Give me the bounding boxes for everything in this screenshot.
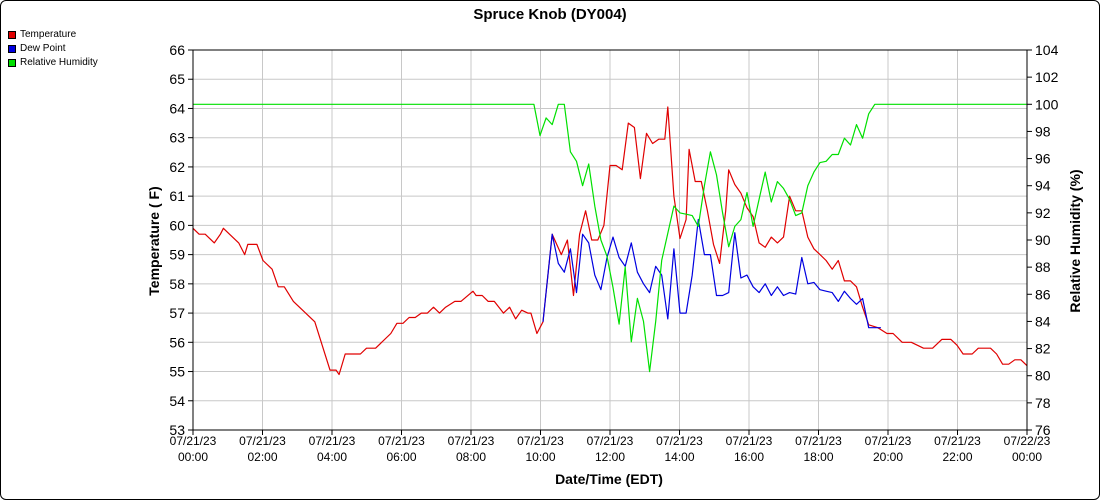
chart-title: Spruce Knob (DY004) xyxy=(473,6,626,23)
x-tick-label-time: 02:00 xyxy=(247,450,277,464)
x-tick-label-time: 00:00 xyxy=(1012,450,1042,464)
x-tick-label-time: 04:00 xyxy=(317,450,347,464)
x-tick-label-time: 06:00 xyxy=(386,450,416,464)
x-axis-ticks: 07/21/23 00:00 07/21/23 02:00 07/21/23 04:00 0… xyxy=(170,430,1051,464)
legend-label-dew-point: Dew Point xyxy=(20,43,66,54)
legend-label-relative-humidity: Relative Humidity xyxy=(20,57,98,68)
x-tick-label-date: 07/21/23 xyxy=(517,434,564,448)
x-tick-label-date: 07/21/23 xyxy=(795,434,842,448)
y-left-tick-label: 55 xyxy=(169,364,185,380)
x-tick-label-date: 07/21/23 xyxy=(309,434,356,448)
legend: Temperature Dew Point Relative Humidity xyxy=(8,28,98,70)
y-right-tick-label: 100 xyxy=(1035,96,1059,112)
x-tick-label-date: 07/21/23 xyxy=(934,434,981,448)
x-tick-label-time: 14:00 xyxy=(664,450,694,464)
y-left-tick-label: 64 xyxy=(169,100,185,116)
legend-item-temperature[interactable]: Temperature xyxy=(8,28,98,42)
y-left-tick-label: 60 xyxy=(169,217,185,233)
x-tick-label-time: 08:00 xyxy=(456,450,486,464)
series-line-relative-humidity xyxy=(193,103,1027,373)
y-left-tick-label: 63 xyxy=(169,130,185,146)
y-right-tick-label: 86 xyxy=(1035,286,1051,302)
y-left-tick-label: 54 xyxy=(169,393,185,409)
x-tick-label-time: 22:00 xyxy=(942,450,972,464)
x-axis-label: Date/Time (EDT) xyxy=(555,471,663,487)
legend-swatch-temperature xyxy=(8,31,16,39)
y-right-tick-label: 92 xyxy=(1035,205,1051,221)
x-tick-label-time: 00:00 xyxy=(178,450,208,464)
x-tick-label-date: 07/21/23 xyxy=(239,434,286,448)
y-right-tick-label: 76 xyxy=(1035,422,1051,438)
x-tick-label-date: 07/21/23 xyxy=(378,434,425,448)
y-left-tick-label: 65 xyxy=(169,71,185,87)
x-tick-label-date: 07/21/23 xyxy=(865,434,912,448)
x-tick-label-time: 16:00 xyxy=(734,450,764,464)
grid-lines xyxy=(192,49,1028,431)
x-tick-label-time: 12:00 xyxy=(595,450,625,464)
y-axis-left-ticks: 53 54 55 56 57 58 59 60 61 62 63 64 65 66 xyxy=(169,42,193,438)
x-tick-label-date: 07/21/23 xyxy=(587,434,634,448)
x-tick-label-date: 07/21/23 xyxy=(656,434,703,448)
series-lines xyxy=(192,103,1028,376)
y-axis-left-label: Temperature ( F) xyxy=(146,186,162,295)
y-right-tick-label: 78 xyxy=(1035,395,1051,411)
y-left-tick-label: 61 xyxy=(169,188,185,204)
y-right-tick-label: 102 xyxy=(1035,69,1059,85)
y-left-tick-label: 58 xyxy=(169,276,185,292)
x-tick-label-date: 07/21/23 xyxy=(726,434,773,448)
legend-item-relative-humidity[interactable]: Relative Humidity xyxy=(8,56,98,70)
y-right-tick-label: 94 xyxy=(1035,178,1051,194)
plot-area xyxy=(192,49,1028,431)
x-tick-label-date: 07/21/23 xyxy=(448,434,495,448)
y-right-tick-label: 96 xyxy=(1035,151,1051,167)
y-right-tick-label: 84 xyxy=(1035,313,1051,329)
legend-item-dew-point[interactable]: Dew Point xyxy=(8,42,98,56)
x-tick-label-date: 07/22/23 xyxy=(1004,434,1051,448)
y-left-tick-label: 57 xyxy=(169,305,185,321)
x-tick-label-time: 20:00 xyxy=(873,450,903,464)
legend-swatch-dew-point xyxy=(8,45,16,53)
y-left-tick-label: 59 xyxy=(169,247,185,263)
x-tick-label-date: 07/21/23 xyxy=(170,434,217,448)
y-right-tick-label: 82 xyxy=(1035,341,1051,357)
y-right-tick-label: 88 xyxy=(1035,259,1051,275)
y-left-tick-label: 62 xyxy=(169,159,185,175)
y-axis-right-ticks: 76 78 80 82 84 86 88 90 92 94 96 98 100 102 104 xyxy=(1027,42,1059,438)
y-right-tick-label: 80 xyxy=(1035,368,1051,384)
x-tick-label-time: 18:00 xyxy=(803,450,833,464)
y-right-tick-label: 104 xyxy=(1035,42,1059,58)
y-left-tick-label: 66 xyxy=(169,42,185,58)
series-line-dew-point xyxy=(542,218,881,329)
y-left-tick-label: 56 xyxy=(169,334,185,350)
y-right-tick-label: 90 xyxy=(1035,232,1051,248)
y-axis-right-label: Relative Humidity (%) xyxy=(1067,169,1083,312)
legend-swatch-relative-humidity xyxy=(8,59,16,67)
y-left-tick-label: 53 xyxy=(169,422,185,438)
legend-label-temperature: Temperature xyxy=(20,29,77,40)
y-right-tick-label: 98 xyxy=(1035,123,1051,139)
x-tick-label-time: 10:00 xyxy=(525,450,555,464)
